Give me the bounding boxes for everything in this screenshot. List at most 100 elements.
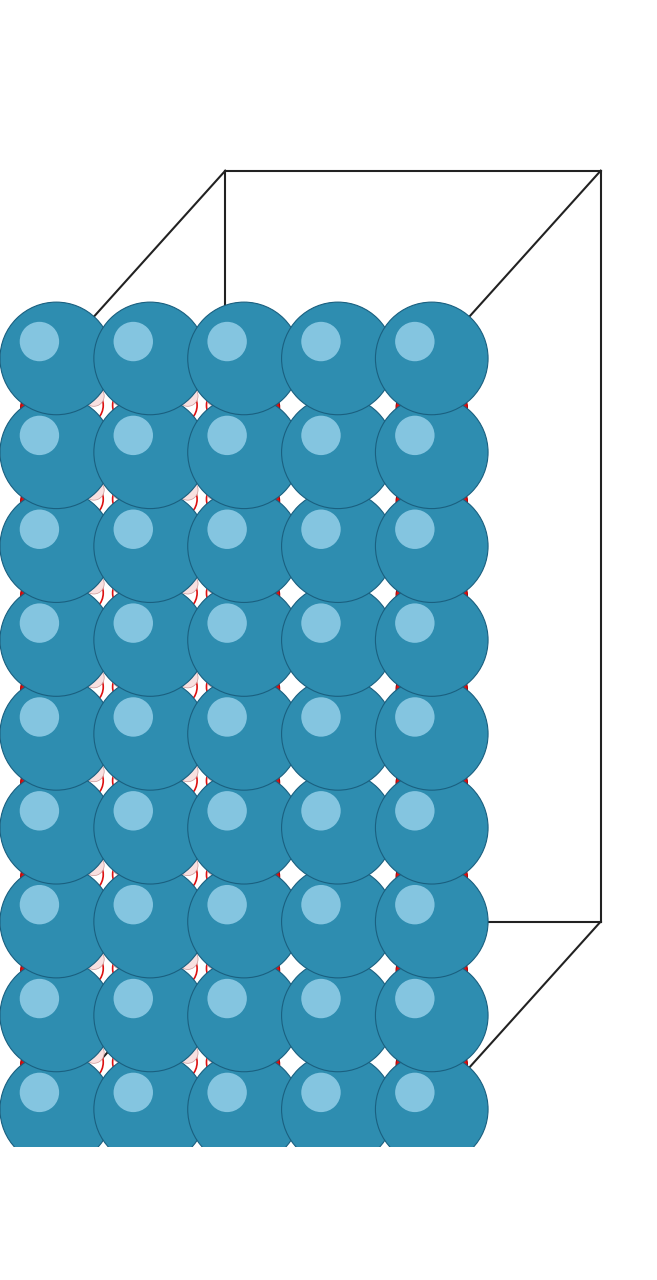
Circle shape	[135, 817, 173, 854]
Circle shape	[282, 772, 394, 884]
Circle shape	[83, 762, 104, 782]
Polygon shape	[227, 782, 261, 810]
Circle shape	[66, 480, 103, 518]
Circle shape	[206, 762, 244, 800]
Circle shape	[405, 769, 458, 822]
Circle shape	[148, 922, 186, 959]
Circle shape	[66, 668, 103, 705]
Circle shape	[148, 733, 186, 772]
Circle shape	[323, 910, 361, 948]
Polygon shape	[415, 970, 449, 998]
Polygon shape	[321, 846, 355, 874]
Circle shape	[135, 442, 173, 479]
Circle shape	[229, 1034, 267, 1071]
Circle shape	[131, 385, 151, 406]
Circle shape	[65, 948, 85, 969]
Polygon shape	[133, 1023, 167, 1034]
Polygon shape	[415, 877, 449, 905]
Circle shape	[405, 676, 458, 728]
Circle shape	[413, 416, 451, 454]
Circle shape	[55, 669, 92, 708]
Circle shape	[225, 979, 263, 1018]
Circle shape	[225, 886, 263, 923]
Circle shape	[112, 385, 132, 406]
Circle shape	[302, 733, 340, 772]
Circle shape	[114, 698, 153, 737]
Circle shape	[396, 1046, 434, 1083]
Circle shape	[206, 387, 244, 424]
Polygon shape	[133, 846, 167, 874]
Circle shape	[37, 698, 75, 736]
Circle shape	[206, 667, 226, 687]
Circle shape	[206, 762, 226, 782]
Circle shape	[395, 698, 434, 737]
Polygon shape	[39, 407, 73, 435]
Circle shape	[206, 855, 226, 876]
Circle shape	[405, 1051, 458, 1103]
Circle shape	[41, 846, 79, 884]
Circle shape	[158, 480, 179, 500]
Polygon shape	[321, 753, 355, 781]
Polygon shape	[321, 659, 355, 687]
Circle shape	[83, 573, 104, 594]
Circle shape	[177, 762, 198, 782]
Circle shape	[177, 480, 198, 500]
Circle shape	[55, 483, 92, 520]
Circle shape	[206, 668, 244, 705]
Circle shape	[41, 471, 79, 508]
Circle shape	[224, 573, 245, 594]
Circle shape	[336, 1015, 374, 1053]
Polygon shape	[133, 941, 167, 969]
Circle shape	[430, 951, 467, 989]
Circle shape	[302, 1073, 341, 1112]
Circle shape	[395, 791, 434, 831]
Circle shape	[177, 1043, 198, 1064]
Circle shape	[413, 698, 451, 736]
Polygon shape	[415, 490, 449, 500]
Circle shape	[229, 564, 267, 603]
Circle shape	[430, 388, 467, 426]
Circle shape	[30, 394, 83, 447]
Polygon shape	[133, 836, 167, 846]
Circle shape	[224, 480, 245, 500]
Circle shape	[224, 855, 245, 876]
Circle shape	[229, 846, 267, 884]
Circle shape	[229, 659, 267, 696]
Circle shape	[83, 667, 104, 687]
Circle shape	[160, 480, 197, 518]
Circle shape	[37, 1074, 75, 1111]
Circle shape	[375, 490, 488, 603]
Circle shape	[135, 723, 173, 760]
Circle shape	[158, 1043, 179, 1064]
Circle shape	[112, 856, 150, 893]
Circle shape	[311, 458, 364, 511]
Circle shape	[188, 959, 300, 1071]
Circle shape	[0, 772, 112, 884]
Circle shape	[20, 951, 58, 989]
Polygon shape	[133, 659, 167, 687]
Circle shape	[124, 645, 177, 698]
Circle shape	[282, 677, 394, 790]
Polygon shape	[321, 741, 355, 753]
Circle shape	[94, 490, 206, 603]
Circle shape	[188, 772, 300, 884]
Circle shape	[160, 575, 197, 612]
Circle shape	[242, 388, 280, 426]
Circle shape	[124, 364, 177, 416]
Circle shape	[83, 385, 104, 406]
Circle shape	[206, 856, 244, 893]
Circle shape	[0, 959, 112, 1071]
Polygon shape	[39, 584, 73, 595]
Polygon shape	[227, 689, 261, 717]
Circle shape	[114, 509, 153, 549]
Circle shape	[114, 1073, 153, 1112]
Circle shape	[229, 378, 267, 415]
Circle shape	[20, 1073, 59, 1112]
Polygon shape	[415, 500, 449, 529]
Circle shape	[282, 396, 394, 508]
Circle shape	[396, 669, 434, 708]
Circle shape	[20, 576, 58, 613]
Circle shape	[114, 452, 152, 490]
Circle shape	[319, 950, 357, 987]
Circle shape	[20, 321, 59, 361]
